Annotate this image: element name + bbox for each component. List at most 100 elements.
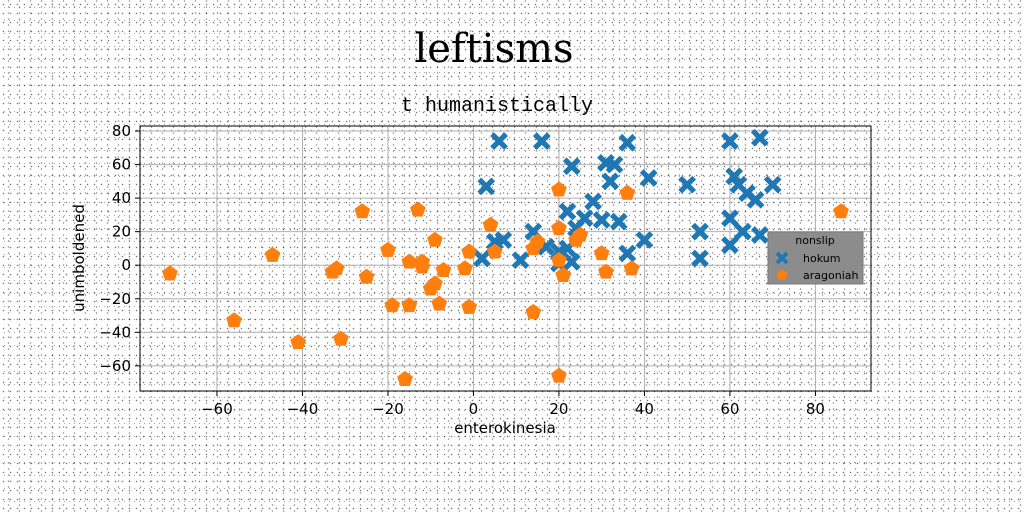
- point-hokum: [605, 155, 624, 174]
- point-aragoniah: [427, 275, 443, 291]
- point-aragoniah: [427, 231, 443, 247]
- chart-subtitle: t humanistically: [401, 95, 593, 118]
- point-aragoniah: [264, 246, 281, 262]
- point-hokum: [721, 132, 739, 150]
- point-aragoniah: [525, 303, 542, 319]
- series-hokum: [473, 128, 782, 273]
- y-tick-label: 60: [112, 156, 131, 174]
- point-hokum: [511, 251, 530, 270]
- data-points: [162, 128, 849, 386]
- legend-marker-aragoniah: [776, 269, 788, 280]
- point-aragoniah: [290, 334, 307, 350]
- point-hokum: [691, 249, 709, 268]
- point-hokum: [746, 190, 765, 209]
- point-hokum: [490, 132, 508, 150]
- point-hokum: [609, 212, 628, 231]
- point-hokum: [678, 175, 697, 194]
- y-axis-label: unimboldened: [70, 204, 88, 312]
- y-tick-label: 20: [112, 223, 131, 241]
- point-aragoniah: [409, 201, 426, 217]
- point-aragoniah: [435, 261, 452, 277]
- point-aragoniah: [328, 260, 345, 276]
- point-aragoniah: [593, 245, 610, 261]
- y-tick-label: 80: [112, 122, 131, 140]
- point-aragoniah: [162, 265, 178, 281]
- point-hokum: [477, 177, 496, 196]
- point-aragoniah: [401, 253, 418, 269]
- y-tick-label: −20: [99, 290, 131, 308]
- x-tick-label: 40: [635, 400, 654, 418]
- point-aragoniah: [456, 260, 473, 276]
- x-axis: −60 −40 −20 0 20 40 60 80: [201, 391, 825, 418]
- point-aragoniah: [358, 268, 375, 284]
- point-hokum: [733, 222, 752, 241]
- point-aragoniah: [619, 184, 636, 200]
- point-hokum: [592, 211, 611, 229]
- series-aragoniah: [162, 181, 849, 386]
- point-aragoniah: [333, 330, 349, 346]
- point-hokum: [635, 231, 654, 249]
- point-hokum: [562, 157, 581, 176]
- grid-lines: [140, 126, 871, 391]
- point-aragoniah: [380, 241, 396, 257]
- point-hokum: [618, 244, 637, 263]
- point-hokum: [721, 209, 739, 228]
- point-aragoniah: [431, 295, 448, 311]
- point-hokum: [639, 169, 658, 187]
- x-tick-label: −20: [372, 400, 404, 418]
- point-aragoniah: [623, 260, 640, 276]
- point-aragoniah: [551, 251, 567, 267]
- point-hokum: [601, 172, 620, 191]
- point-hokum: [558, 202, 577, 221]
- point-aragoniah: [555, 266, 572, 282]
- legend-label-hokum: hokum: [803, 252, 840, 265]
- legend-marker-hokum: [775, 251, 789, 265]
- legend-label-aragoniah: aragoniah: [803, 269, 858, 282]
- chart-title: leftisms: [414, 26, 573, 72]
- point-hokum: [584, 192, 602, 211]
- point-aragoniah: [551, 220, 567, 236]
- point-hokum: [691, 222, 709, 241]
- plot-area: [140, 126, 871, 391]
- x-tick-label: 20: [549, 400, 568, 418]
- point-aragoniah: [551, 367, 567, 383]
- point-aragoniah: [572, 226, 589, 242]
- point-aragoniah: [461, 298, 478, 314]
- x-tick-label: −60: [201, 400, 233, 418]
- legend-title: nonslip: [795, 234, 835, 247]
- y-tick-label: −40: [99, 323, 131, 341]
- point-aragoniah: [397, 370, 413, 386]
- point-aragoniah: [551, 181, 567, 197]
- x-tick-label: 80: [806, 400, 825, 418]
- point-aragoniah: [414, 258, 431, 274]
- point-hokum: [721, 236, 739, 254]
- x-tick-label: 0: [469, 400, 479, 418]
- y-tick-label: 40: [112, 189, 131, 207]
- point-hokum: [763, 175, 782, 194]
- point-hokum: [750, 226, 769, 244]
- point-hokum: [618, 133, 637, 152]
- point-aragoniah: [461, 243, 478, 259]
- y-axis: −60 −40 −20 0 20 40 60 80: [99, 122, 140, 375]
- point-hokum: [473, 249, 491, 268]
- plot-frame: [139, 125, 872, 392]
- point-hokum: [494, 231, 513, 249]
- y-tick-label: −60: [99, 357, 131, 375]
- point-aragoniah: [226, 312, 242, 328]
- point-aragoniah: [354, 203, 371, 219]
- point-aragoniah: [598, 263, 614, 279]
- point-aragoniah: [833, 203, 849, 219]
- point-hokum: [725, 167, 744, 186]
- point-hokum: [562, 252, 581, 271]
- point-hokum: [532, 132, 551, 150]
- x-axis-label: enterokinesia: [454, 419, 556, 437]
- y-tick-label: 0: [121, 256, 131, 274]
- point-hokum: [750, 128, 769, 147]
- point-aragoniah: [482, 216, 499, 232]
- point-aragoniah: [486, 243, 503, 259]
- point-aragoniah: [401, 297, 418, 313]
- point-aragoniah: [529, 233, 546, 249]
- x-tick-label: −40: [287, 400, 319, 418]
- point-aragoniah: [384, 297, 401, 313]
